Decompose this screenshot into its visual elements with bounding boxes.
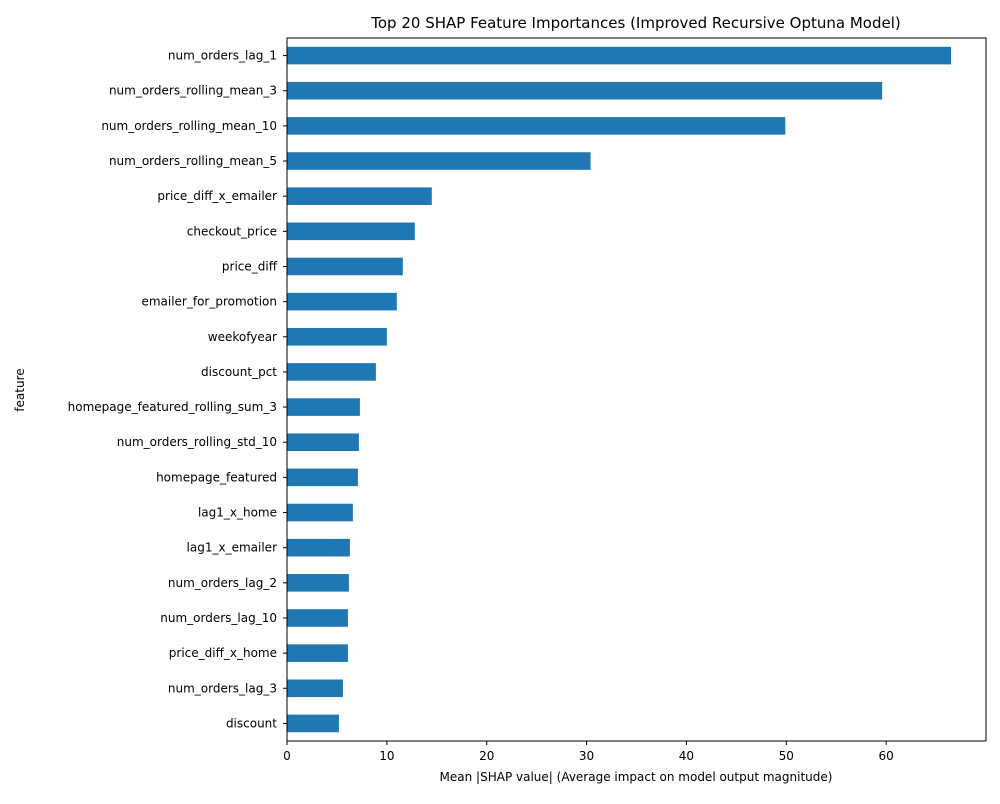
x-tick-label: 0 [283, 749, 291, 763]
y-tick-label: checkout_price [187, 224, 277, 238]
bar-num_orders_rolling_mean_10 [287, 117, 786, 135]
x-tick-label: 60 [879, 749, 894, 763]
y-tick-label: num_orders_rolling_mean_5 [109, 154, 277, 168]
bar-price_diff_x_home [287, 644, 348, 662]
y-tick-label: price_diff [222, 259, 278, 273]
bar-emailer_for_promotion [287, 292, 397, 311]
y-tick-label: num_orders_rolling_mean_10 [101, 119, 277, 133]
bar-checkout_price [287, 222, 415, 241]
y-tick-label: lag1_x_emailer [187, 541, 278, 555]
y-tick-label: num_orders_rolling_std_10 [117, 435, 277, 449]
bar-num_orders_rolling_mean_3 [287, 81, 883, 100]
y-tick-label: weekofyear [208, 330, 277, 344]
chart-title: Top 20 SHAP Feature Importances (Improve… [370, 14, 900, 32]
y-tick-label: homepage_featured_rolling_sum_3 [68, 400, 277, 414]
x-tick-label: 30 [579, 749, 594, 763]
plot-frame [286, 37, 987, 742]
bar-num_orders_rolling_mean_5 [287, 152, 591, 170]
y-tick-label: homepage_featured [156, 470, 277, 484]
y-tick-label: num_orders_lag_1 [168, 49, 277, 63]
y-tick-label: num_orders_lag_2 [168, 576, 277, 590]
y-tick-label: lag1_x_home [198, 506, 277, 520]
x-axis-label: Mean |SHAP value| (Average impact on mod… [440, 770, 833, 784]
y-axis-label: feature [13, 368, 27, 411]
bar-num_orders_lag_10 [287, 609, 348, 627]
bar-homepage_featured [287, 468, 358, 487]
bar-lag1_x_home [287, 503, 353, 522]
x-tick-label: 20 [479, 749, 494, 763]
y-axis-ticks: num_orders_lag_1 num_orders_rolling_mean_… [68, 49, 287, 730]
bar-num_orders_lag_1 [287, 46, 952, 65]
y-tick-label: discount [226, 716, 277, 730]
y-tick-label: price_diff_x_emailer [157, 189, 277, 203]
y-tick-label: num_orders_rolling_mean_3 [109, 84, 277, 98]
y-tick-label: emailer_for_promotion [141, 295, 277, 309]
bar-num_orders_lag_3 [287, 679, 343, 698]
bar-homepage_featured_rolling_sum_3 [287, 398, 360, 416]
x-axis-ticks: 0 10 20 30 40 50 60 [283, 741, 894, 763]
bar-num_orders_lag_2 [287, 574, 349, 592]
bar-lag1_x_emailer [287, 538, 350, 557]
bar-discount_pct [287, 363, 376, 381]
x-tick-label: 10 [379, 749, 394, 763]
x-tick-label: 50 [779, 749, 794, 763]
bar-weekofyear [287, 327, 387, 346]
y-tick-label: num_orders_lag_10 [160, 611, 277, 625]
bar-price_diff [287, 257, 403, 276]
y-tick-label: num_orders_lag_3 [168, 681, 277, 695]
x-tick-label: 40 [679, 749, 694, 763]
bars-layer [287, 46, 952, 733]
bar-price_diff_x_emailer [287, 187, 432, 205]
y-tick-label: price_diff_x_home [169, 646, 277, 660]
y-tick-label: discount_pct [201, 365, 277, 379]
bar-num_orders_rolling_std_10 [287, 433, 359, 452]
bar-discount [287, 714, 339, 733]
